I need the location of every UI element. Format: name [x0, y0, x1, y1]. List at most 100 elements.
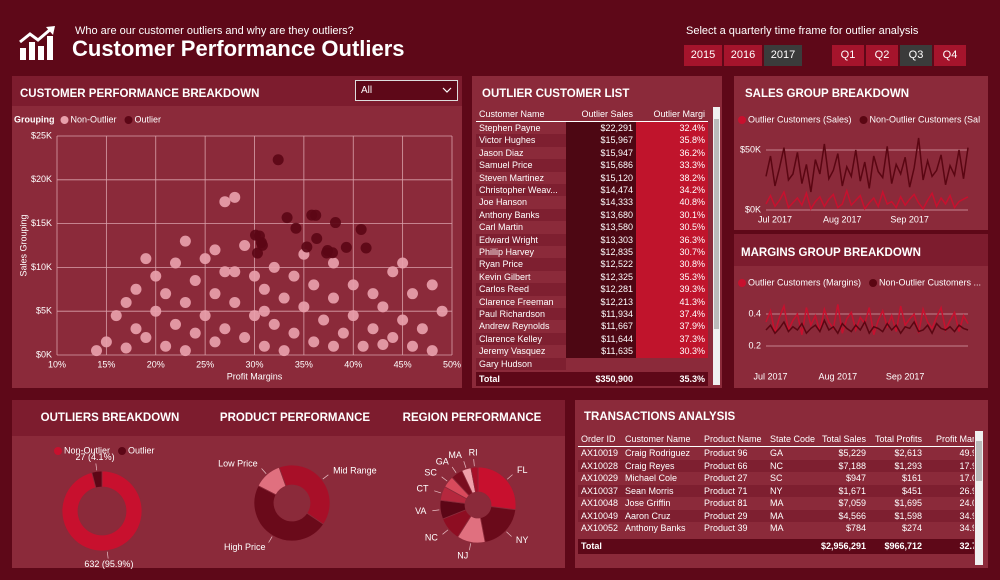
- data-label: Low Price: [218, 458, 258, 468]
- pie-slice: [278, 464, 331, 525]
- table-cell: $1,671: [838, 485, 866, 496]
- scatter-point: [179, 296, 191, 308]
- table-cell: 39.3%: [636, 283, 708, 296]
- table-cell: Total: [479, 374, 500, 384]
- legend-marker: [738, 279, 746, 287]
- scrollbar[interactable]: [975, 431, 983, 565]
- legend-label: Outlier Customers (Sales): [748, 114, 852, 124]
- scatter-point: [219, 266, 231, 278]
- table-cell: 49.97: [959, 448, 974, 458]
- time-button[interactable]: 2016: [724, 45, 762, 66]
- panel-header: [734, 234, 988, 266]
- table-body: AX10019 Craig Rodriguez Product 96 GA $5,229…: [578, 447, 974, 539]
- scatter-point: [367, 288, 379, 300]
- scatter-point: [258, 305, 270, 317]
- y-tick-label: $10K: [31, 262, 52, 272]
- scatter-point: [407, 340, 418, 352]
- x-tick-label: 10%: [48, 359, 66, 369]
- table-row: Victor Hughes $15,967 35.8%: [476, 134, 708, 147]
- time-button[interactable]: Q3: [900, 45, 932, 66]
- scatter-point: [278, 345, 290, 357]
- scatter-point: [407, 288, 418, 300]
- table-cell: Customer Name: [625, 434, 691, 444]
- legend-label: Non-Outlier Customers ...: [879, 277, 981, 287]
- panel-title: MARGINS GROUP BREAKDOWN: [741, 247, 921, 259]
- data-label: NY: [516, 535, 529, 545]
- table-cell: $7,059: [838, 498, 866, 508]
- x-tick-label: 45%: [394, 359, 412, 369]
- legend-marker: [738, 116, 746, 124]
- table-cell: Phillip Harvey: [479, 247, 535, 257]
- scatter-point: [268, 318, 280, 330]
- table-cell: $11,667: [566, 320, 636, 333]
- table-cell: $1,598: [894, 510, 922, 521]
- scatter-point: [387, 266, 399, 278]
- table-cell: 32.70: [959, 541, 974, 551]
- legend-marker: [60, 116, 69, 124]
- table-cell: $15,967: [566, 134, 636, 147]
- scatter-point: [189, 327, 201, 339]
- table-cell: 33.3%: [636, 159, 708, 172]
- table-cell: Clarence Kelley: [479, 333, 543, 344]
- x-tick-label: 35%: [295, 359, 313, 369]
- y-tick-label: $25K: [31, 130, 52, 140]
- table-cell: 30.1%: [636, 208, 708, 222]
- chevron: [442, 87, 452, 93]
- line-series: [765, 318, 969, 335]
- data-label: Mid Range: [333, 465, 377, 475]
- time-button[interactable]: Q1: [832, 45, 864, 66]
- scatter-point: [209, 288, 221, 300]
- y-tick-label: $50K: [740, 144, 761, 154]
- time-button[interactable]: 2017: [764, 45, 802, 66]
- scatter-point: [301, 241, 313, 253]
- scatter-point: [288, 327, 300, 339]
- scrollbar[interactable]: [713, 107, 720, 385]
- table-cell: Michael Cole: [625, 473, 678, 483]
- table-cell: Samuel Price: [479, 160, 533, 171]
- table-cell: Total Sales: [821, 434, 866, 444]
- table-cell: $12,522: [566, 258, 636, 271]
- table-cell: $7,188: [838, 460, 866, 471]
- table-cell: Order ID: [581, 434, 616, 444]
- header-question: Who are our customer outliers and why ar…: [75, 25, 354, 37]
- table-body: Stephen Payne $22,291 32.4% Victor Hughes $1…: [476, 122, 712, 372]
- table-cell: 34.99: [959, 523, 974, 533]
- leader-line: [442, 529, 449, 535]
- time-button[interactable]: Q4: [934, 45, 966, 66]
- table-cell: Product 71: [704, 485, 748, 496]
- leader-line: [268, 536, 273, 543]
- table-header: Order ID Customer Name Product Name State C…: [578, 431, 974, 447]
- table-cell: 30.7%: [636, 246, 708, 259]
- table-cell: [701, 539, 767, 554]
- filter-dropdown[interactable]: All: [355, 80, 458, 101]
- table-cell: 34.99: [959, 510, 974, 521]
- legend-marker: [118, 447, 127, 455]
- table-cell: Customer Name: [479, 109, 545, 119]
- x-axis-label: Profit Margins: [227, 371, 283, 381]
- table-cell: Andrew Reynolds: [479, 321, 550, 332]
- scatter-point: [120, 342, 132, 354]
- table-cell: $13,680: [566, 208, 636, 222]
- scatter-point: [321, 247, 333, 259]
- panel-header: [12, 400, 565, 436]
- table-cell: Clarence Freeman: [479, 296, 554, 307]
- scatter-point: [387, 331, 399, 343]
- table-cell: 40.8%: [636, 196, 708, 209]
- table-cell: Carlos Reed: [479, 284, 530, 295]
- scatter-point: [308, 279, 320, 291]
- table-cell: AX10048: [581, 498, 619, 508]
- scatter-point: [239, 240, 251, 251]
- table-row: Phillip Harvey $12,835 30.7%: [476, 246, 708, 259]
- time-button[interactable]: 2015: [684, 45, 722, 66]
- table-cell: $2,956,291: [820, 541, 866, 551]
- scatter-point: [258, 283, 270, 295]
- table-cell: Kevin Gilbert: [479, 271, 531, 282]
- table-cell: 41.3%: [636, 295, 708, 308]
- scatter-point: [329, 217, 341, 229]
- table-cell: Anthony Banks: [479, 209, 540, 220]
- scatter-point: [328, 292, 339, 304]
- leader-line: [441, 476, 448, 482]
- table-row: Jeremy Vasquez $11,635 30.3%: [476, 345, 708, 358]
- legend-marker: [859, 116, 868, 124]
- time-button[interactable]: Q2: [866, 45, 898, 66]
